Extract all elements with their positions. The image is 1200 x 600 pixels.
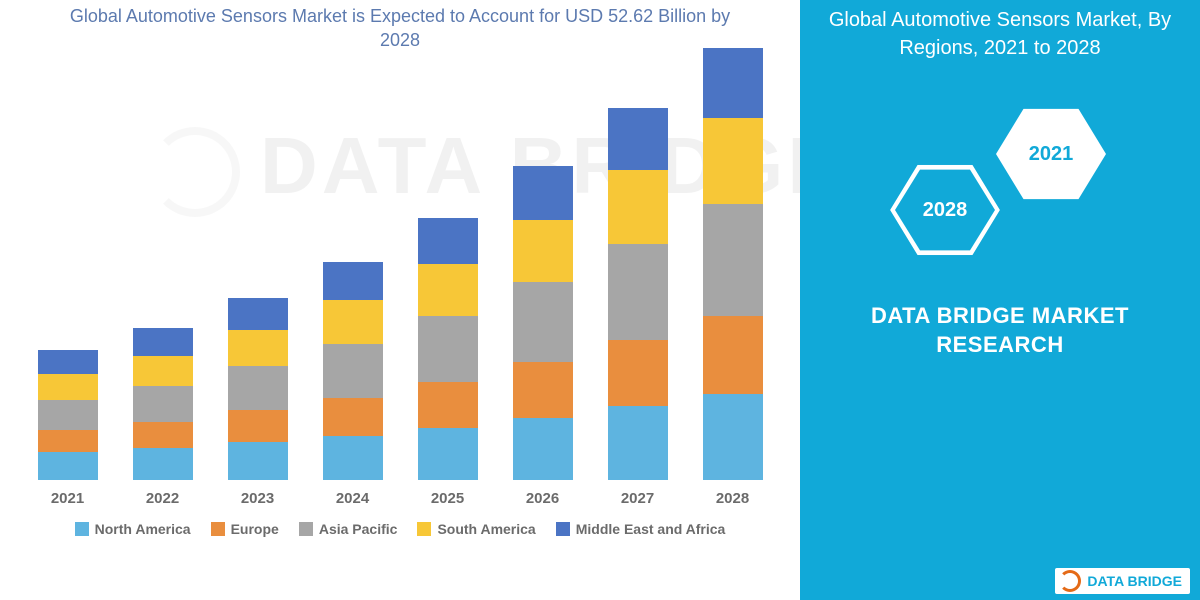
legend-swatch xyxy=(299,522,313,536)
bar-column: 2023 xyxy=(228,298,288,507)
bar-segment xyxy=(228,330,288,366)
x-axis-label: 2027 xyxy=(621,490,654,507)
bar-segment xyxy=(228,442,288,480)
bar-container: 2021 2022 2023 2024 2025 2026 2027 2028 xyxy=(20,67,780,507)
bar-segment xyxy=(418,218,478,264)
x-axis-label: 2022 xyxy=(146,490,179,507)
legend-label: Asia Pacific xyxy=(319,521,398,537)
x-axis-label: 2026 xyxy=(526,490,559,507)
bar-stack xyxy=(513,166,573,480)
bar-segment xyxy=(513,418,573,480)
bar-stack xyxy=(38,350,98,480)
bar-segment xyxy=(418,428,478,480)
bar-segment xyxy=(608,244,668,340)
bar-segment xyxy=(608,108,668,170)
bar-segment xyxy=(703,394,763,480)
legend-label: Middle East and Africa xyxy=(576,521,726,537)
legend-item: Europe xyxy=(211,521,279,537)
bar-segment xyxy=(323,398,383,436)
bar-segment xyxy=(418,264,478,316)
bar-segment xyxy=(38,430,98,452)
bar-stack xyxy=(703,48,763,480)
chart-plot: 2021 2022 2023 2024 2025 2026 2027 2028 xyxy=(20,67,780,507)
hexagon-graphic: 2028 2021 xyxy=(800,76,1200,296)
legend-item: North America xyxy=(75,521,191,537)
bar-segment xyxy=(513,282,573,362)
bar-segment xyxy=(38,452,98,480)
footer-logo: DATA BRIDGE xyxy=(1055,568,1190,594)
bar-stack xyxy=(133,328,193,480)
bar-segment xyxy=(228,366,288,410)
bar-column: 2025 xyxy=(418,218,478,507)
bar-segment xyxy=(513,362,573,418)
footer-logo-icon xyxy=(1059,570,1081,592)
right-panel-title: Global Automotive Sensors Market, By Reg… xyxy=(800,6,1200,62)
bar-column: 2027 xyxy=(608,108,668,507)
chart-title: Global Automotive Sensors Market is Expe… xyxy=(20,0,780,67)
bar-segment xyxy=(133,356,193,386)
x-axis-label: 2025 xyxy=(431,490,464,507)
bar-segment xyxy=(703,118,763,204)
legend-item: Middle East and Africa xyxy=(556,521,726,537)
x-axis-label: 2028 xyxy=(716,490,749,507)
bar-segment xyxy=(228,410,288,442)
brand-line1: DATA BRIDGE MARKET xyxy=(871,302,1129,331)
bar-segment xyxy=(228,298,288,330)
legend-swatch xyxy=(211,522,225,536)
bar-segment xyxy=(608,406,668,480)
bar-segment xyxy=(323,262,383,300)
bar-stack xyxy=(323,262,383,480)
bar-segment xyxy=(38,350,98,374)
bar-segment xyxy=(703,204,763,316)
bar-stack xyxy=(608,108,668,480)
bar-column: 2022 xyxy=(133,328,193,507)
footer-logo-text: DATA BRIDGE xyxy=(1087,573,1182,589)
bar-segment xyxy=(323,436,383,480)
bar-column: 2024 xyxy=(323,262,383,507)
bar-segment xyxy=(38,374,98,400)
legend-label: South America xyxy=(437,521,535,537)
legend-swatch xyxy=(75,522,89,536)
bar-segment xyxy=(608,340,668,406)
bar-segment xyxy=(608,170,668,244)
x-axis-label: 2023 xyxy=(241,490,274,507)
legend-swatch xyxy=(556,522,570,536)
legend-label: North America xyxy=(95,521,191,537)
bar-segment xyxy=(703,48,763,118)
bar-column: 2028 xyxy=(703,48,763,507)
bar-segment xyxy=(418,316,478,382)
bar-segment xyxy=(418,382,478,428)
x-axis-label: 2021 xyxy=(51,490,84,507)
hexagon-2028-label: 2028 xyxy=(923,199,968,222)
bar-segment xyxy=(323,300,383,344)
bar-stack xyxy=(418,218,478,480)
chart-legend: North America Europe Asia Pacific South Ame… xyxy=(20,521,780,537)
right-panel: Global Automotive Sensors Market, By Reg… xyxy=(800,0,1200,600)
bar-segment xyxy=(513,220,573,282)
chart-panel: Global Automotive Sensors Market is Expe… xyxy=(0,0,800,600)
legend-item: South America xyxy=(417,521,535,537)
hexagon-2021-label: 2021 xyxy=(1029,143,1074,166)
bar-column: 2026 xyxy=(513,166,573,507)
bar-segment xyxy=(513,166,573,220)
bar-column: 2021 xyxy=(38,350,98,507)
x-axis-label: 2024 xyxy=(336,490,369,507)
bar-segment xyxy=(133,386,193,422)
bar-segment xyxy=(323,344,383,398)
legend-swatch xyxy=(417,522,431,536)
bar-segment xyxy=(133,448,193,480)
legend-label: Europe xyxy=(231,521,279,537)
bar-segment xyxy=(133,328,193,356)
hexagon-2028: 2028 xyxy=(890,162,1000,258)
bar-stack xyxy=(228,298,288,480)
brand-line2: RESEARCH xyxy=(871,331,1129,360)
hexagon-2021: 2021 xyxy=(996,106,1106,202)
bar-segment xyxy=(703,316,763,394)
brand-name: DATA BRIDGE MARKET RESEARCH xyxy=(871,302,1129,359)
legend-item: Asia Pacific xyxy=(299,521,398,537)
bar-segment xyxy=(38,400,98,430)
bar-segment xyxy=(133,422,193,448)
